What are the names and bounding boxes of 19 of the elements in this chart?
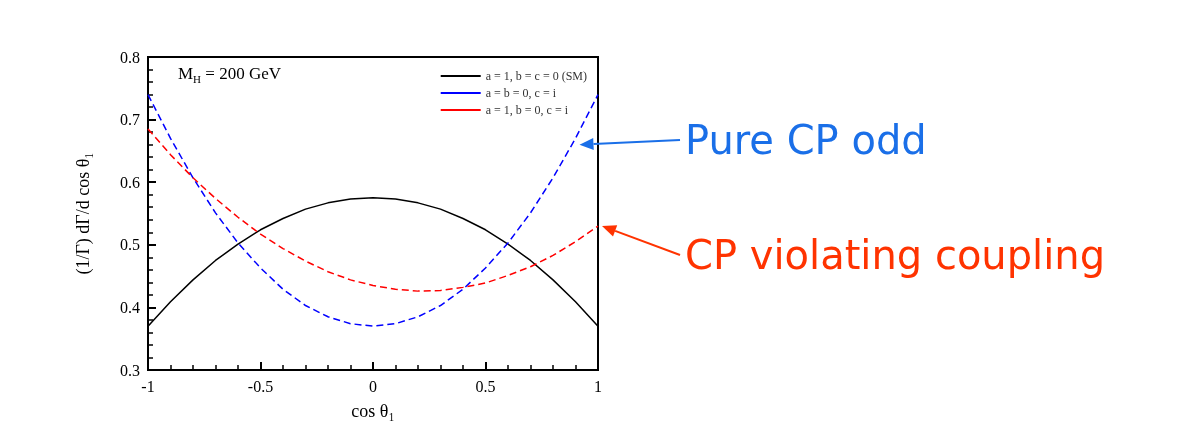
y-tick-label: 0.5 — [120, 236, 140, 254]
x-axis-title: cos θ₁ — [351, 401, 395, 421]
y-tick-label: 0.7 — [120, 111, 140, 129]
x-tick-label: -1 — [141, 377, 155, 395]
legend-label: a = 1, b = c = 0 (SM) — [485, 69, 588, 83]
y-tick-label: 0.4 — [120, 298, 140, 316]
y-tick-label: 0.8 — [120, 48, 140, 66]
line-series — [147, 128, 599, 292]
y-tick-label: 0.6 — [120, 173, 140, 191]
x-tick-label: 1 — [594, 377, 602, 395]
y-tick-label: 0.3 — [120, 361, 140, 379]
x-tick-label: 0 — [369, 377, 377, 395]
annotation: Pure CP odd — [685, 117, 927, 163]
legend-label: a = b = 0, c = i — [485, 86, 557, 100]
x-tick-label: -0.5 — [247, 377, 274, 395]
legend-label: a = 1, b = 0, c = i — [485, 103, 569, 117]
annotation: CP violating coupling — [685, 232, 1106, 278]
y-axis-title: (1/Γ) dΓ/d cos θ₁ — [73, 152, 94, 275]
x-tick-label: 0.5 — [475, 377, 496, 395]
